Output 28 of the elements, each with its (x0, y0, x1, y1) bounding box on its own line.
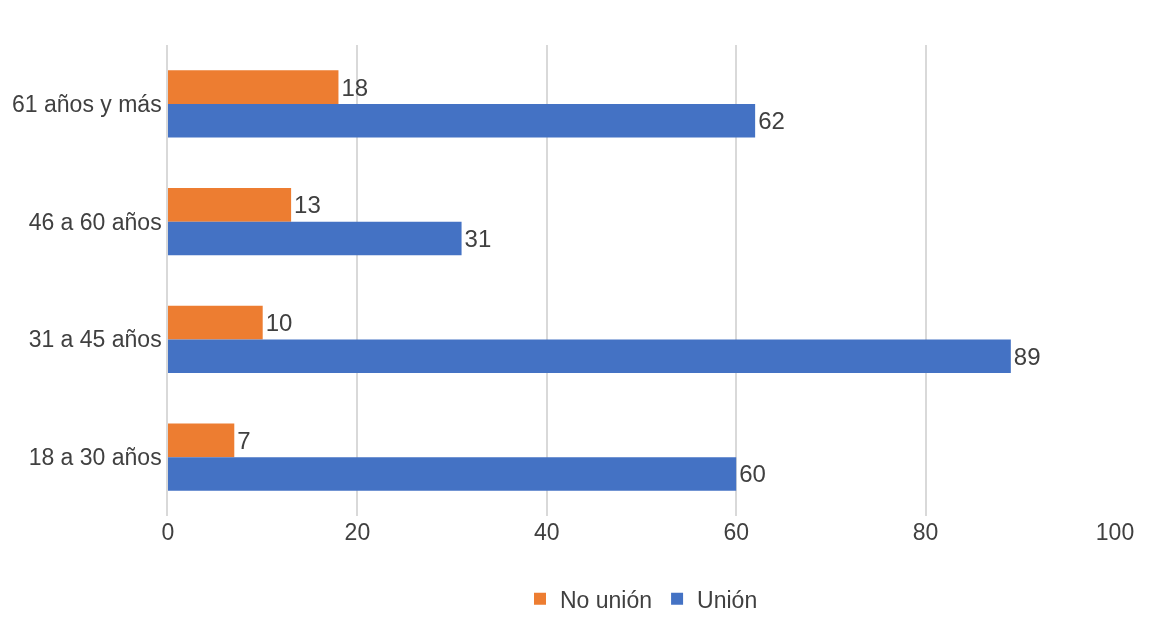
data-label: 31 (464, 224, 492, 252)
bar (168, 70, 339, 104)
bar (168, 339, 1011, 373)
y-tick-label: 18 a 30 años (28, 444, 162, 471)
x-tick-label: 60 (723, 519, 749, 545)
legend-label: Unión (697, 586, 758, 613)
x-tick-label: 100 (1095, 519, 1135, 545)
bar (168, 457, 737, 491)
data-label: 60 (739, 460, 766, 488)
data-label: 89 (1013, 342, 1041, 370)
data-label: 13 (294, 191, 321, 219)
bar (168, 188, 292, 222)
y-tick-label: 46 a 60 años (28, 208, 162, 235)
y-tick-label: 61 años y más (12, 90, 162, 117)
y-tick-label: 31 a 45 años (28, 326, 162, 353)
bar (168, 221, 462, 256)
data-label: 18 (341, 73, 369, 101)
x-tick-label: 40 (534, 519, 560, 545)
bar (168, 103, 756, 138)
x-tick-label: 20 (344, 519, 371, 545)
bar (168, 423, 235, 458)
data-label: 62 (758, 107, 785, 135)
data-label: 10 (265, 309, 293, 337)
bar (168, 305, 263, 340)
legend-label: No unión (560, 586, 653, 613)
x-tick-label: 80 (912, 519, 939, 545)
x-tick-label: 0 (161, 519, 175, 545)
data-label: 7 (237, 426, 251, 454)
